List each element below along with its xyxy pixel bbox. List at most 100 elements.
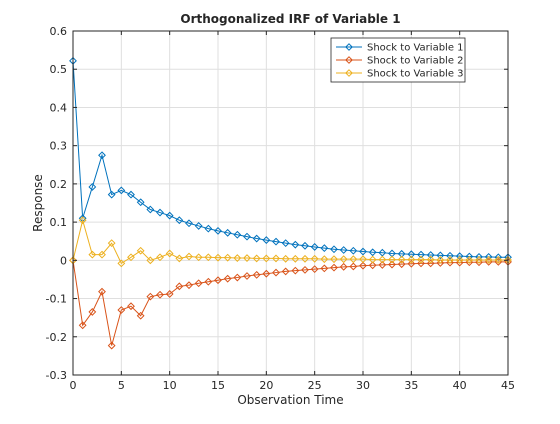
x-axis-label: Observation Time: [237, 393, 343, 407]
data-point: [185, 281, 193, 290]
data-point: [98, 151, 106, 160]
data-point: [301, 241, 309, 250]
series-3: [69, 216, 512, 268]
data-point: [388, 260, 396, 269]
data-point: [407, 259, 416, 268]
data-point: [378, 261, 387, 269]
series-line: [72, 218, 508, 265]
data-point: [252, 254, 261, 263]
data-point: [426, 259, 435, 268]
data-point: [146, 256, 155, 265]
legend-marker: [345, 43, 353, 51]
series-1: [69, 56, 512, 262]
x-tick-label: 35: [404, 379, 418, 392]
legend-marker: [345, 56, 353, 64]
data-point: [262, 236, 271, 244]
data-point: [194, 253, 203, 262]
plot-area: [73, 31, 508, 375]
data-point: [359, 261, 367, 270]
x-tick-label: 15: [211, 379, 225, 392]
data-point: [107, 190, 116, 199]
data-point: [146, 292, 155, 301]
series-line: [72, 60, 508, 258]
data-point: [78, 321, 87, 330]
data-point: [127, 253, 135, 262]
data-point: [243, 272, 251, 280]
data-point: [417, 259, 425, 268]
data-point: [98, 287, 106, 296]
data-point: [136, 311, 145, 320]
data-point: [136, 198, 145, 207]
y-tick-label: -0.1: [46, 293, 67, 306]
data-point: [252, 270, 261, 279]
data-point: [98, 250, 106, 259]
data-point: [272, 254, 280, 263]
series-line: [72, 260, 508, 346]
legend-marker: [345, 69, 353, 77]
data-point: [272, 237, 280, 246]
data-point: [146, 205, 155, 214]
data-point: [88, 250, 97, 259]
y-axis-label: Response: [31, 174, 45, 232]
data-point: [117, 306, 126, 314]
data-point: [368, 255, 377, 264]
data-point: [127, 190, 135, 199]
data-point: [397, 260, 406, 269]
data-point: [88, 183, 97, 191]
data-point: [165, 249, 174, 258]
data-point: [165, 290, 174, 298]
y-tick-label: 0.2: [50, 178, 68, 191]
data-point: [107, 341, 116, 350]
data-point: [185, 219, 193, 228]
y-tick-label: 0.1: [50, 216, 68, 229]
data-point: [359, 255, 367, 264]
data-point: [223, 228, 232, 237]
x-tick-label: 25: [308, 379, 322, 392]
data-point: [223, 253, 232, 262]
data-point: [156, 208, 164, 217]
data-point: [359, 247, 367, 256]
data-point: [494, 253, 503, 262]
data-point: [349, 246, 358, 255]
data-point: [214, 226, 222, 235]
data-point: [368, 248, 377, 257]
y-tick-label: -0.3: [46, 369, 67, 382]
data-point: [204, 277, 213, 286]
legend-label: Shock to Variable 2: [367, 56, 464, 67]
data-point: [194, 222, 203, 230]
data-point: [107, 239, 116, 248]
y-tick-label: 0.4: [50, 101, 68, 114]
data-point: [330, 255, 338, 264]
data-point: [233, 230, 242, 239]
data-point: [252, 234, 261, 243]
y-tick-label: -0.2: [46, 331, 67, 344]
data-point: [223, 274, 232, 283]
data-point: [310, 254, 319, 263]
data-point: [291, 254, 300, 263]
data-point: [484, 256, 493, 264]
y-tick-label: 0: [60, 254, 67, 267]
data-point: [426, 251, 435, 259]
legend-item: Shock to Variable 1: [336, 43, 464, 54]
data-point: [378, 255, 387, 264]
data-point: [262, 269, 271, 278]
legend-item: Shock to Variable 3: [336, 69, 464, 80]
data-point: [446, 256, 454, 264]
data-point: [388, 255, 396, 264]
data-point: [310, 265, 319, 274]
data-point: [494, 256, 503, 264]
data-point: [156, 253, 164, 262]
data-point: [165, 211, 174, 220]
x-tick-label: 20: [259, 379, 273, 392]
data-point: [88, 308, 97, 316]
data-point: [436, 259, 445, 267]
data-point: [339, 255, 348, 264]
data-point: [330, 245, 338, 254]
data-point: [465, 256, 474, 264]
data-point: [301, 254, 309, 263]
grid: [72, 30, 509, 376]
data-point: [127, 302, 135, 311]
data-point: [320, 255, 329, 264]
